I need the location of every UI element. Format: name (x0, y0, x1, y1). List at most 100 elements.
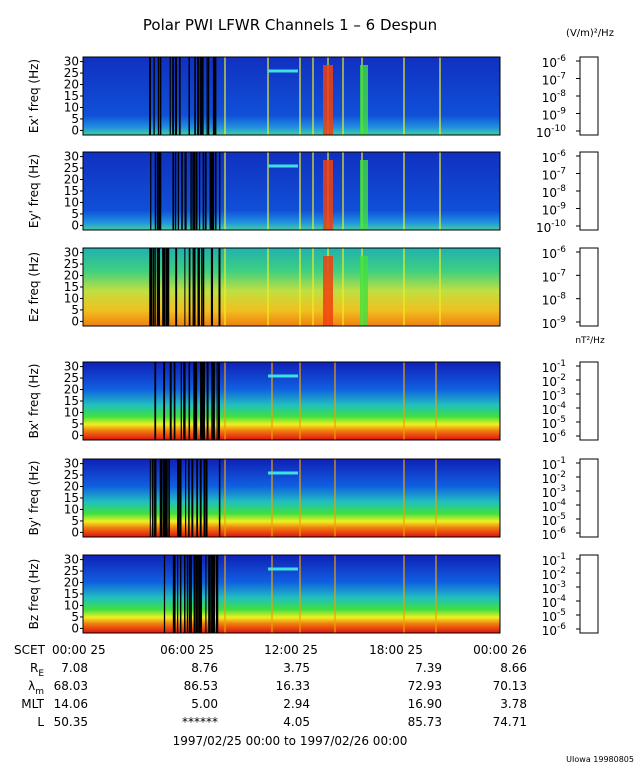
exponent: -3 (557, 580, 566, 590)
colorbar-tick-label: 10-1 (542, 359, 566, 375)
label-base: MLT (21, 697, 44, 711)
colorbar-tick-label: 10-10 (536, 124, 566, 140)
y-tick-label: 10 (64, 291, 79, 305)
x-tick-label: 18:00 25 (369, 643, 423, 657)
label-base: 10 (542, 270, 557, 284)
y-tick-label: 10 (64, 502, 79, 516)
ephemeris-value: 5.00 (191, 697, 218, 711)
label-base: 10 (542, 568, 557, 582)
exponent: -5 (557, 608, 566, 618)
ephemeris-value: 14.06 (54, 697, 88, 711)
exponent: -10 (551, 124, 566, 134)
colorbar-tick-label: 10-6 (542, 429, 567, 445)
y-tick-label: 15 (64, 587, 79, 601)
ephemeris-value: 86.53 (184, 679, 218, 693)
y-tick-label: 30 (64, 55, 79, 69)
y-tick-label: 30 (64, 457, 79, 471)
label-base: 10 (542, 91, 557, 105)
label-base: 10 (542, 186, 557, 200)
colorbar-tick-label: 10-4 (542, 401, 567, 417)
colorbar (579, 361, 599, 441)
y-tick-label: 15 (64, 184, 79, 198)
exponent: -10 (551, 219, 566, 229)
colorbar-tick-label: 10-6 (542, 54, 567, 70)
y-tick-label: 10 (64, 405, 79, 419)
y-tick-label: 0 (71, 314, 79, 328)
y-tick-label: 10 (64, 100, 79, 114)
ephemeris-value: 85.73 (408, 715, 442, 729)
ephemeris-value: 16.90 (408, 697, 442, 711)
colorbar (579, 458, 599, 538)
exponent: -8 (557, 184, 566, 194)
exponent: -2 (557, 470, 566, 480)
unit-label: (V/m)²/Hz (566, 28, 614, 39)
exponent: -9 (557, 202, 566, 212)
colorbar-tick-label: 10-5 (542, 415, 566, 431)
label-base: 10 (542, 596, 557, 610)
y-tick-label: 5 (71, 514, 79, 528)
y-tick-label: 20 (64, 383, 79, 397)
y-axis-label: By' freq (Hz) (27, 461, 41, 536)
label-base: 10 (542, 317, 557, 331)
exponent: -6 (557, 526, 566, 536)
ephemeris-value: 3.75 (283, 661, 310, 675)
emission-band (360, 256, 368, 326)
ephemeris-value: 2.94 (283, 697, 310, 711)
ephemeris-value: 50.35 (54, 715, 88, 729)
exponent: -1 (557, 552, 566, 562)
exponent: -5 (557, 512, 566, 522)
exponent: -8 (557, 89, 566, 99)
exponent: -9 (557, 107, 566, 117)
y-tick-label: 25 (64, 257, 79, 271)
colorbar-tick-label: 10-4 (542, 594, 567, 610)
y-tick-label: 20 (64, 173, 79, 187)
colorbar-tick-label: 10-5 (542, 512, 566, 528)
colorbar-tick-label: 10-3 (542, 484, 566, 500)
label-base: 10 (542, 204, 557, 218)
label-base: 10 (542, 528, 557, 542)
colorbar-tick-label: 10-2 (542, 373, 566, 389)
y-tick-label: 30 (64, 150, 79, 164)
y-axis-label: Ey' freq (Hz) (27, 154, 41, 228)
title: Polar PWI LFWR Channels 1 – 6 Despun (143, 16, 437, 34)
y-tick-label: 25 (64, 371, 79, 385)
emission-band (360, 160, 368, 230)
colorbar-tick-label: RE (30, 661, 44, 679)
exponent: -4 (557, 498, 566, 508)
y-tick-label: 5 (71, 303, 79, 317)
y-tick-label: 5 (71, 207, 79, 221)
colorbar-tick-label: 10-9 (542, 107, 567, 123)
ephemeris-value: 68.03 (54, 679, 88, 693)
spectrogram (83, 57, 500, 135)
emission-band (323, 160, 333, 230)
y-tick-label: 25 (64, 66, 79, 80)
ephemeris-value: 8.76 (191, 661, 218, 675)
colorbar-tick-label: 10-3 (542, 580, 566, 596)
label-base: 10 (542, 74, 557, 88)
y-tick-label: 25 (64, 468, 79, 482)
x-tick-label: 00:00 25 (52, 643, 106, 657)
label-base: 10 (542, 109, 557, 123)
exponent: -6 (557, 429, 566, 439)
label-base: 10 (542, 375, 557, 389)
label-base: L (37, 715, 44, 729)
footer: UIowa 19980805 (566, 755, 634, 764)
x-axis-label: SCET (14, 643, 46, 657)
label-base: 10 (542, 417, 557, 431)
y-tick-label: 20 (64, 78, 79, 92)
exponent: -7 (557, 268, 566, 278)
colorbar-tick-label: 10-6 (542, 149, 567, 165)
exponent: -2 (557, 373, 566, 383)
y-tick-label: 15 (64, 491, 79, 505)
label-base: 10 (542, 514, 557, 528)
colorbar-tick-label: 10-8 (542, 184, 567, 200)
exponent: -1 (557, 359, 566, 369)
y-tick-label: 5 (71, 112, 79, 126)
y-tick-label: 5 (71, 417, 79, 431)
ephemeris-value: 4.05 (283, 715, 310, 729)
y-axis-label: Bx' freq (Hz) (27, 364, 41, 439)
subscript: E (38, 669, 44, 679)
y-tick-label: 30 (64, 553, 79, 567)
ephemeris-value: 16.33 (276, 679, 310, 693)
emission-band (360, 65, 368, 135)
